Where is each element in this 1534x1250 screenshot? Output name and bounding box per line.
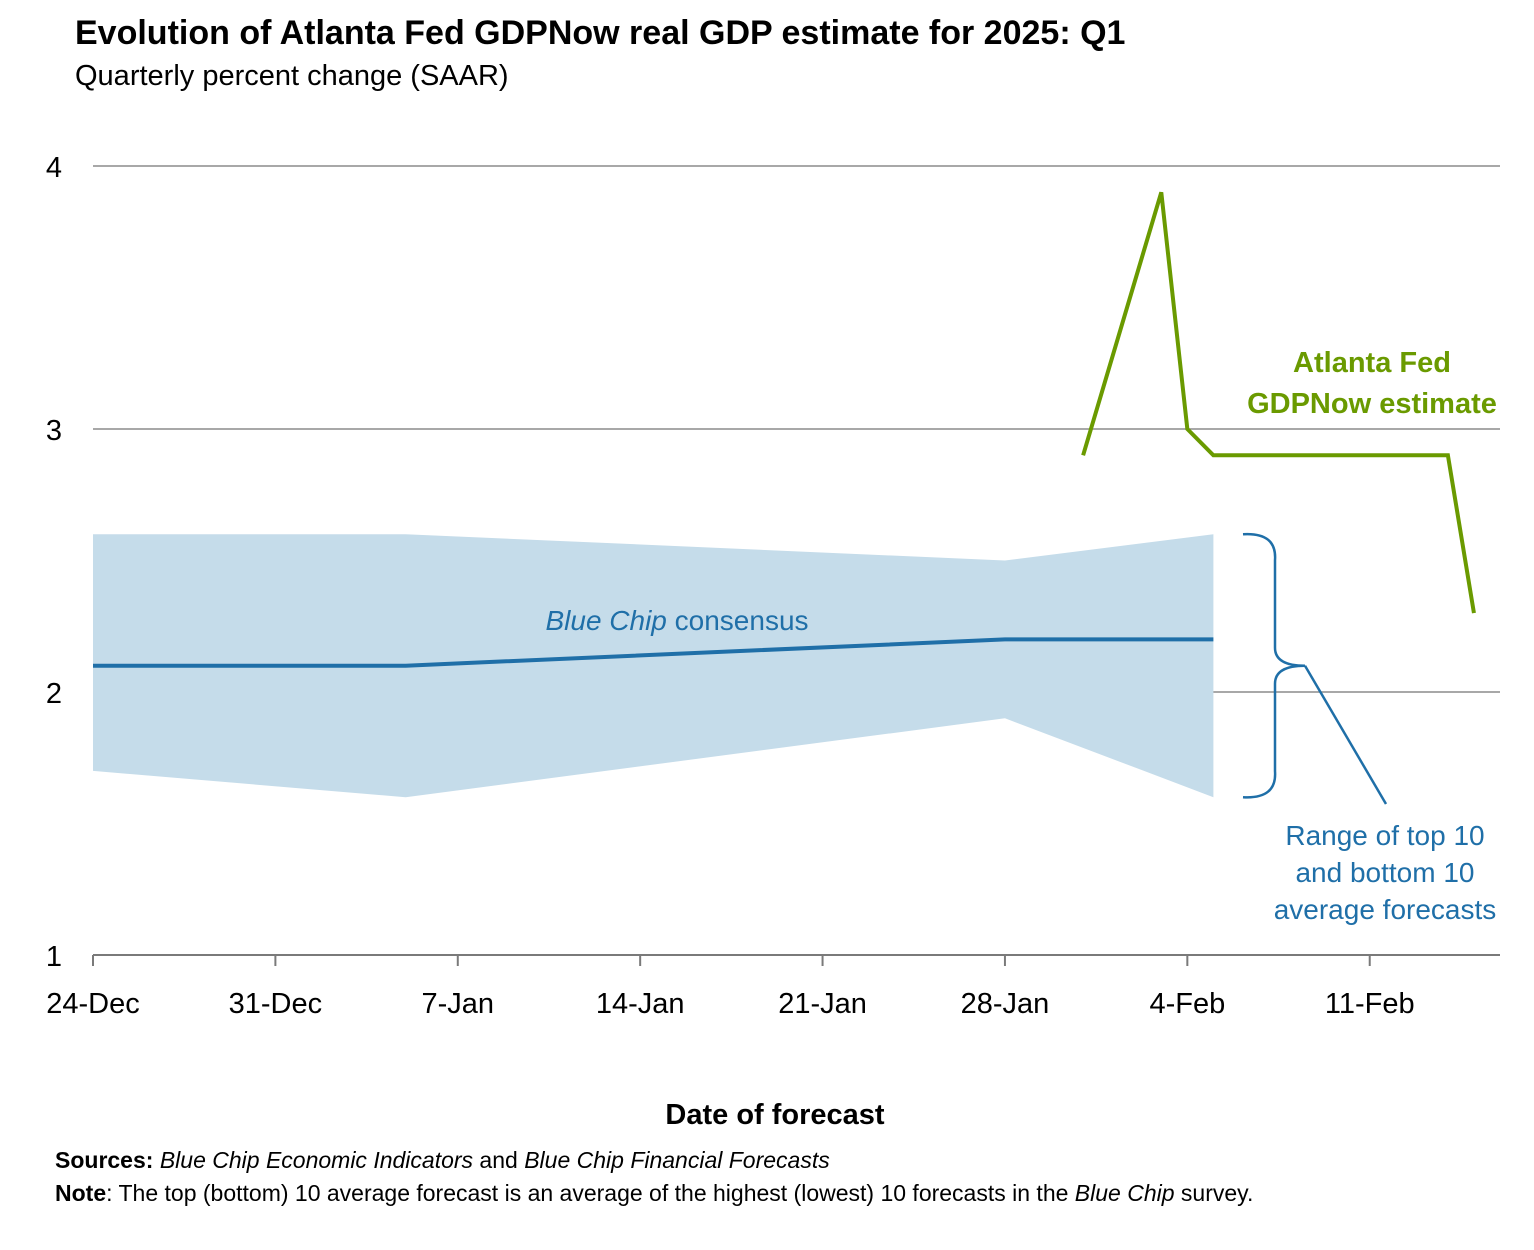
x-tick-label-4: 21-Jan — [778, 988, 867, 1020]
x-tick-label-5: 28-Jan — [961, 988, 1050, 1020]
chart-title: Evolution of Atlanta Fed GDPNow real GDP… — [75, 14, 1126, 52]
gdp-chart: 1 2 3 4 24-Dec 31-Dec 7-Jan 14-Jan 21-Jan 28-Jan 4… — [46, 152, 1500, 1131]
range-label-line-2: and bottom 10 — [1295, 857, 1474, 888]
consensus-label-italic: Blue Chip — [545, 605, 666, 636]
sources-publication-1: Blue Chip Economic Indicators — [159, 1147, 474, 1173]
gdpnow-label-line-1: Atlanta Fed — [1293, 347, 1451, 379]
forecast-range-band-layer — [93, 534, 1214, 798]
note-label: Note — [55, 1180, 107, 1206]
y-tick-label-3: 3 — [46, 415, 62, 447]
range-label-line-3: average forecasts — [1274, 894, 1497, 925]
y-tick-label-2: 2 — [46, 678, 62, 710]
forecast-range-band — [93, 534, 1214, 798]
x-tick-label-7: 11-Feb — [1325, 988, 1415, 1020]
chart-subtitle: Quarterly percent change (SAAR) — [75, 60, 509, 92]
note-text: : The top (bottom) 10 average forecast i… — [106, 1180, 1075, 1206]
x-tick-label-2: 7-Jan — [422, 988, 495, 1020]
x-tick-label-1: 31-Dec — [229, 988, 323, 1020]
consensus-label-rest: consensus — [667, 605, 809, 636]
sources-line: Sources: Blue Chip Economic Indicators a… — [55, 1144, 1495, 1177]
x-tick-label-6: 4-Feb — [1149, 988, 1225, 1020]
y-tick-label-4: 4 — [46, 152, 62, 184]
series-line-gdpnow — [1081, 191, 1476, 614]
sources-publication-2: Blue Chip Financial Forecasts — [524, 1147, 830, 1173]
series-layer — [93, 191, 1476, 668]
range-label-line-1: Range of top 10 — [1285, 820, 1484, 851]
note-end: survey. — [1174, 1180, 1254, 1206]
sources-and: and — [473, 1147, 525, 1173]
y-tick-label-1: 1 — [46, 941, 62, 973]
chart-footer: Sources: Blue Chip Economic Indicators a… — [55, 1144, 1495, 1210]
x-axis-title: Date of forecast — [665, 1099, 885, 1131]
tick-labels: 1 2 3 4 24-Dec 31-Dec 7-Jan 14-Jan 21-Jan 28-Jan 4… — [46, 152, 1415, 1131]
sources-label: Sources: — [55, 1147, 154, 1173]
series-line-blue-chip-consensus — [93, 637, 1214, 668]
note-line: Note: The top (bottom) 10 average foreca… — [55, 1177, 1495, 1210]
range-bracket — [1242, 532, 1306, 799]
range-leader-line — [1303, 665, 1388, 805]
x-tick-label-3: 14-Jan — [596, 988, 685, 1020]
consensus-label: Blue Chip consensus — [545, 605, 808, 636]
annotations: Atlanta Fed GDPNow estimate Blue Chip cons… — [545, 347, 1496, 925]
x-tick-label-0: 24-Dec — [46, 988, 140, 1020]
x-axis — [92, 954, 1500, 966]
gdpnow-label-line-2: GDPNow estimate — [1247, 388, 1497, 420]
note-italic: Blue Chip — [1074, 1180, 1175, 1206]
